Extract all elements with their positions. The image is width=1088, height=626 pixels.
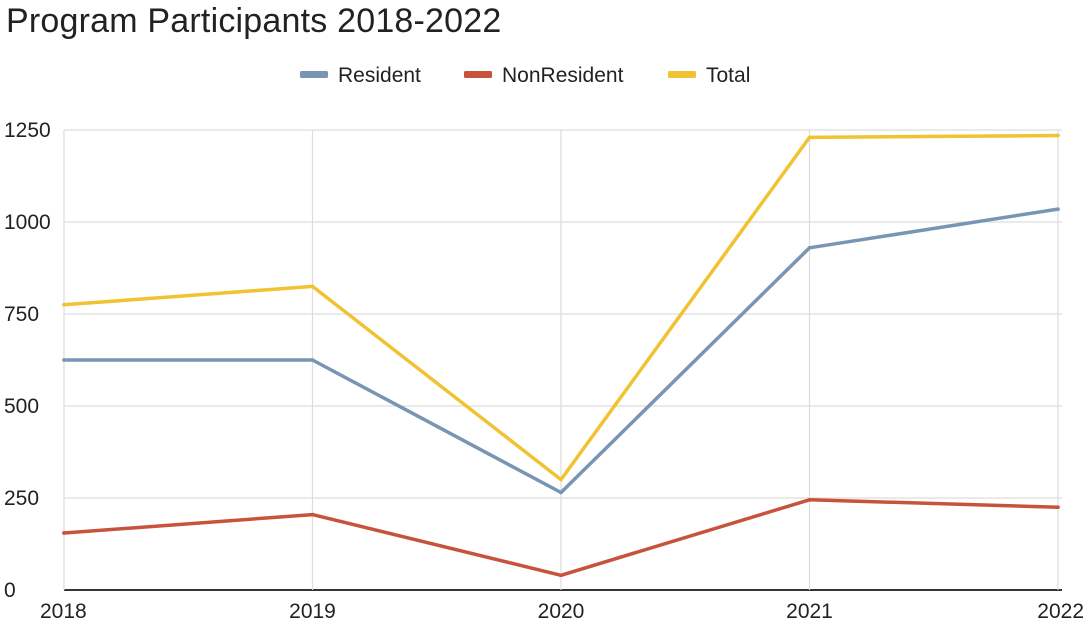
- data-point-total: [62, 303, 66, 307]
- x-tick-label: 2020: [538, 600, 585, 623]
- y-tick-label: 0: [4, 579, 16, 602]
- data-point-resident: [807, 245, 812, 250]
- legend-label-resident: Resident: [338, 64, 421, 87]
- x-tick-label: 2022: [1037, 600, 1084, 623]
- data-point-resident: [559, 490, 563, 495]
- data-point-nonresident: [807, 498, 812, 502]
- data-point-nonresident: [310, 512, 315, 517]
- y-tick-label: 1250: [4, 119, 51, 142]
- data-point-total: [310, 284, 315, 289]
- data-point-nonresident: [1056, 505, 1060, 510]
- data-point-resident: [62, 358, 66, 362]
- y-tick-label: 750: [4, 303, 39, 326]
- data-point-total: [559, 477, 563, 482]
- y-tick-label: 500: [4, 395, 39, 418]
- legend-swatch-resident: [300, 71, 328, 78]
- legend-swatch-nonresident: [464, 71, 492, 78]
- y-tick-label: 250: [4, 487, 39, 510]
- data-point-total: [1056, 133, 1060, 138]
- x-tick-label: 2019: [289, 600, 336, 623]
- data-point-nonresident: [62, 531, 66, 535]
- data-point-nonresident: [559, 573, 563, 578]
- data-point-resident: [1056, 207, 1060, 211]
- data-point-resident: [310, 358, 315, 362]
- legend-label-total: Total: [706, 64, 750, 87]
- data-point-total: [807, 135, 812, 140]
- y-tick-label: 1000: [4, 211, 51, 234]
- x-tick-label: 2021: [786, 600, 833, 623]
- x-tick-label: 2018: [40, 600, 87, 623]
- legend-swatch-total: [668, 71, 696, 78]
- legend-label-nonresident: NonResident: [502, 64, 624, 87]
- chart-title: Program Participants 2018-2022: [6, 2, 502, 40]
